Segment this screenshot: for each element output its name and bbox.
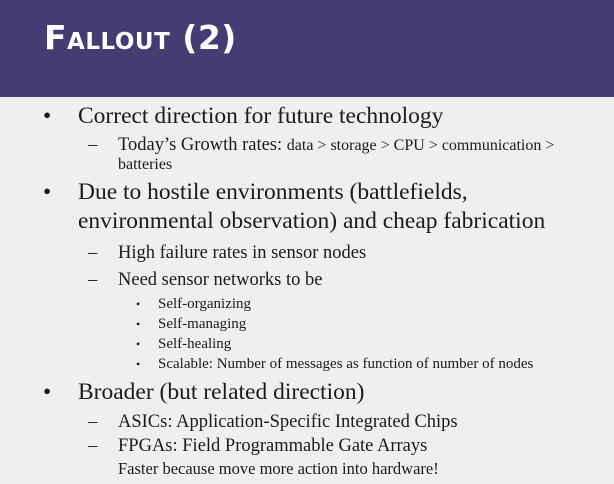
dash-marker: – (88, 436, 98, 456)
bullet-3-sub-1: – ASICs: Application-Specific Integrated… (88, 411, 458, 433)
bullet-2-item-2: • Self-managing (136, 314, 247, 334)
dash-marker: – (88, 270, 98, 290)
bullet-1-sub-1-rest: data > storage > CPU > communication > (286, 137, 555, 154)
bullet-3: • Broader (but related direction) (43, 378, 365, 407)
dash-marker: – (88, 243, 98, 263)
bullet-marker: • (136, 317, 141, 331)
bullet-2-item-4: • Scalable: Number of messages as functi… (136, 354, 534, 374)
bullet-2-sub-2: – Need sensor networks to be (88, 269, 323, 291)
bullet-1-sub-1: – Today’s Growth rates: data > storage >… (88, 134, 555, 157)
slide-title: Fallout (2) (44, 18, 237, 57)
bullet-marker: • (43, 179, 52, 205)
bullet-marker: • (136, 357, 141, 371)
bullet-2-item-2-text: Self-managing (158, 316, 247, 332)
bullet-3-sub-2-text: FPGAs: Field Programmable Gate Arrays (118, 436, 428, 456)
bullet-2-sub-1-text: High failure rates in sensor nodes (118, 243, 367, 263)
bullet-2-sub-2-text: Need sensor networks to be (118, 270, 323, 290)
bullet-marker: • (43, 379, 52, 405)
bullet-2-item-3-text: Self-healing (158, 336, 232, 352)
title-bar: Fallout (2) (0, 0, 614, 97)
bullet-2-text-1: Due to hostile environments (battlefield… (78, 179, 468, 205)
bullet-2-item-1-text: Self-organizing (158, 296, 252, 312)
bullet-1-sub-1-wrap: batteries (118, 156, 173, 173)
bullet-2-item-1: • Self-organizing (136, 294, 252, 314)
bullet-2-text-2: environmental observation) and cheap fab… (78, 208, 546, 234)
bullet-2-line-2: environmental observation) and cheap fab… (78, 207, 545, 236)
bullet-marker: • (136, 297, 141, 311)
bullet-2-item-3: • Self-healing (136, 334, 232, 354)
bullet-2-line-1: • Due to hostile environments (battlefie… (43, 178, 468, 207)
bullet-3-sub-3: Faster because move more action into har… (118, 458, 439, 480)
dash-marker: – (88, 135, 98, 155)
bullet-marker: • (136, 337, 141, 351)
bullet-2-item-4-text: Scalable: Number of messages as function… (158, 356, 534, 372)
bullet-1-text: Correct direction for future technology (78, 103, 444, 129)
bullet-1-sub-1-prefix: Today’s Growth rates: (118, 135, 287, 155)
dash-marker: – (88, 412, 98, 432)
bullet-3-sub-3-text: Faster because move more action into har… (118, 459, 439, 478)
bullet-3-sub-2: – FPGAs: Field Programmable Gate Arrays (88, 435, 428, 457)
slide-body: • Correct direction for future technolog… (0, 97, 614, 484)
bullet-3-text: Broader (but related direction) (78, 379, 365, 405)
bullet-1: • Correct direction for future technolog… (43, 102, 444, 131)
bullet-3-sub-1-text: ASICs: Application-Specific Integrated C… (118, 412, 458, 432)
bullet-marker: • (43, 103, 52, 129)
bullet-2-sub-1: – High failure rates in sensor nodes (88, 242, 367, 264)
